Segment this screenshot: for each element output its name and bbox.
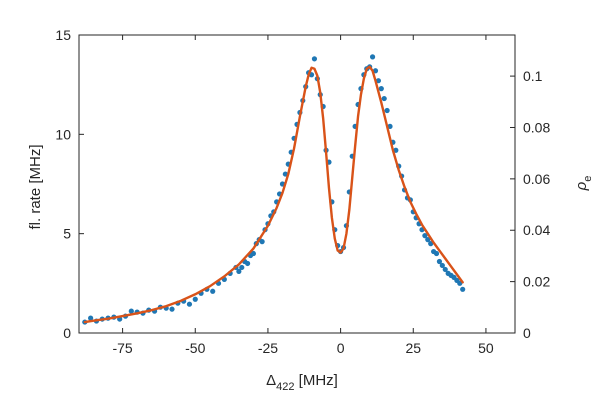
data-point <box>433 250 440 257</box>
right-axis-label-main: ρ <box>573 181 590 191</box>
data-point <box>422 233 428 239</box>
right-axis-label-subscript: e <box>582 176 594 182</box>
x-tick-label: -75 <box>112 340 132 356</box>
data-point <box>442 266 448 273</box>
plot-area <box>82 54 466 325</box>
x-tick-label: 50 <box>478 340 494 356</box>
x-tick-label: -50 <box>185 340 205 356</box>
x-axis-label: Δ422 [MHz] <box>266 372 338 393</box>
x-tick-label: 25 <box>405 340 421 356</box>
data-point <box>88 315 94 321</box>
data-point <box>369 54 376 60</box>
data-point <box>375 78 381 84</box>
data-point <box>250 250 256 257</box>
x-axis-label-main: Δ <box>266 372 276 389</box>
fit-curve <box>83 65 464 324</box>
data-point <box>244 260 251 267</box>
data-point <box>236 268 242 275</box>
data-point <box>460 286 466 292</box>
data-point <box>378 86 384 92</box>
data-point <box>381 95 387 102</box>
plot-frame <box>78 34 516 334</box>
x-axis-label-subscript: 422 <box>276 381 294 393</box>
y-tick-label: 10 <box>55 126 71 142</box>
data-point <box>436 258 443 265</box>
right-tick-label: 0.08 <box>523 119 550 135</box>
right-axis-label: ρe <box>573 176 594 192</box>
data-point <box>128 308 134 314</box>
x-tick-label: 0 <box>337 340 345 356</box>
chart-labels: fl. rate [MHz] Δ422 [MHz] ρe <box>27 144 594 393</box>
right-tick-label: 0.04 <box>523 222 550 238</box>
data-point <box>311 56 318 62</box>
right-tick-label: 0.06 <box>523 171 550 187</box>
y-axis-label: fl. rate [MHz] <box>27 144 44 229</box>
right-tick-label: 0.02 <box>523 274 550 290</box>
x-axis-label-unit: [MHz] <box>295 372 338 389</box>
y-tick-label: 15 <box>55 27 71 43</box>
right-tick-label: 0.1 <box>523 68 543 84</box>
data-point <box>169 306 175 312</box>
data-point <box>387 123 393 129</box>
x-tick-label: -25 <box>258 340 278 356</box>
data-point <box>186 301 193 307</box>
data-point <box>210 288 216 294</box>
data-point <box>192 296 198 302</box>
axes: -75 -50 -25 0 25 50 0 5 10 15 0 0.02 0.04 0.06 0.08 0.1 <box>55 27 550 356</box>
data-point <box>384 107 390 114</box>
data-point <box>425 237 431 243</box>
data-point <box>259 239 265 245</box>
y-tick-label: 0 <box>63 325 71 341</box>
data-point <box>239 264 245 271</box>
right-tick-label: 0 <box>523 325 531 341</box>
data-point <box>439 262 445 269</box>
y-tick-label: 5 <box>63 226 71 242</box>
